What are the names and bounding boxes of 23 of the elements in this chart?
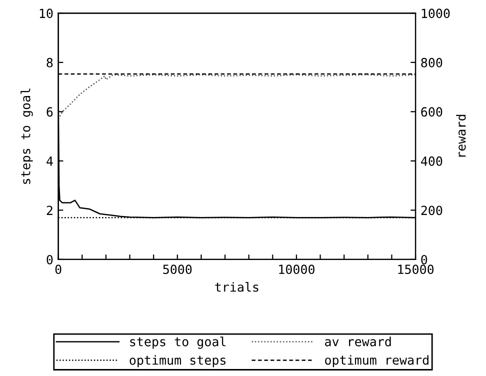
x-tick-label: 10000 <box>279 264 314 274</box>
y2-tick-label: 600 <box>421 107 442 117</box>
legend-label: optimum steps <box>130 355 226 368</box>
y2-tick-label: 0 <box>421 254 428 264</box>
y-tick-label: 6 <box>46 107 53 117</box>
legend-label: optimum reward <box>325 355 428 368</box>
y-tick-label: 8 <box>46 58 53 68</box>
y2-tick-label: 200 <box>421 206 442 216</box>
y-tick-label: 4 <box>46 156 53 166</box>
x-axis-title: trials <box>215 282 258 292</box>
y2-axis-title: reward <box>456 114 466 157</box>
y-axis-title: steps to goal <box>20 88 33 184</box>
legend-label: av reward <box>325 336 391 346</box>
x-tick-label: 0 <box>55 264 62 274</box>
y-tick-label: 10 <box>40 8 53 18</box>
y2-tick-label: 400 <box>421 156 442 166</box>
legend-label: steps to goal <box>130 336 226 349</box>
x-tick-label: 15000 <box>398 264 434 274</box>
y-tick-label: 0 <box>46 254 53 264</box>
y2-tick-label: 1000 <box>422 8 450 18</box>
x-tick-label: 5000 <box>163 264 192 274</box>
y2-tick-label: 800 <box>421 58 442 68</box>
y-tick-label: 2 <box>46 206 52 215</box>
